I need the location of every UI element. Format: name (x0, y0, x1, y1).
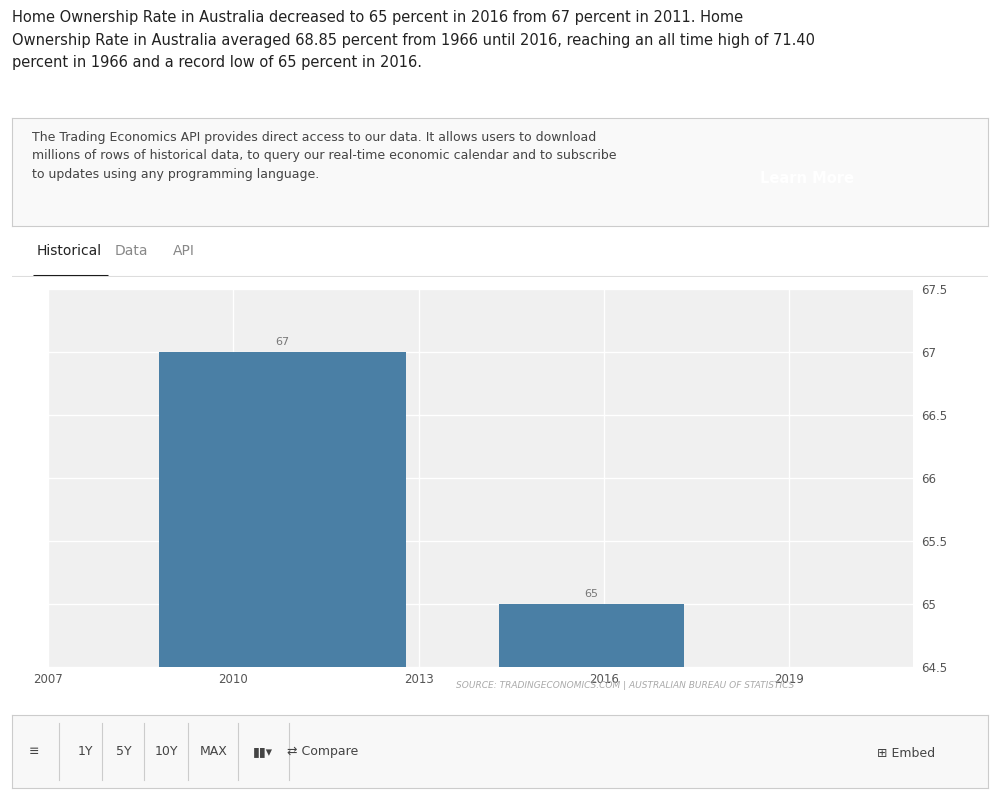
Text: MAX: MAX (200, 745, 228, 758)
Text: 5Y: 5Y (116, 745, 132, 758)
Text: 10Y: 10Y (154, 745, 178, 758)
Text: Home Ownership Rate in Australia decreased to 65 percent in 2016 from 67 percent: Home Ownership Rate in Australia decreas… (12, 10, 815, 70)
Bar (499, 604, 684, 667)
Text: Data: Data (114, 244, 148, 257)
Text: ▮▮▾: ▮▮▾ (253, 745, 273, 758)
Text: 1Y: 1Y (77, 745, 93, 758)
Text: The Trading Economics API provides direct access to our data. It allows users to: The Trading Economics API provides direc… (32, 131, 616, 181)
Text: Historical: Historical (36, 244, 102, 257)
Text: ⇄ Compare: ⇄ Compare (287, 745, 358, 758)
Text: SOURCE: TRADINGECONOMICS.COM | AUSTRALIAN BUREAU OF STATISTICS: SOURCE: TRADINGECONOMICS.COM | AUSTRALIA… (456, 681, 794, 691)
Text: Learn More: Learn More (761, 171, 854, 185)
Text: 65: 65 (585, 589, 599, 599)
Bar (159, 352, 406, 667)
Text: 67: 67 (276, 337, 290, 346)
Text: ⊞ Embed: ⊞ Embed (877, 747, 935, 759)
Text: ≡: ≡ (28, 745, 39, 758)
Text: API: API (173, 244, 195, 257)
